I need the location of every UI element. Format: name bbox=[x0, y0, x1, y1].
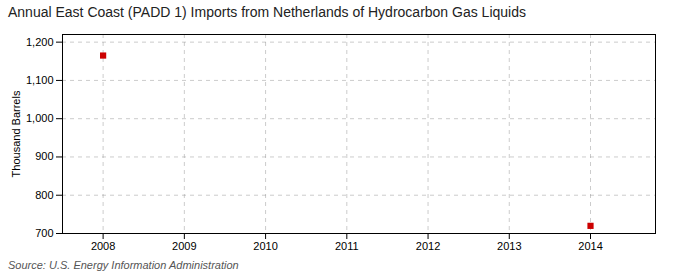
svg-text:2011: 2011 bbox=[335, 240, 359, 252]
svg-text:800: 800 bbox=[35, 189, 53, 201]
svg-text:2009: 2009 bbox=[172, 240, 196, 252]
svg-text:2013: 2013 bbox=[497, 240, 521, 252]
html-text:Source: U.S. Energy Informatio: Source: U.S. Energy Information Administ… bbox=[8, 259, 239, 271]
svg-text:Thousand Barrels: Thousand Barrels bbox=[10, 90, 22, 177]
svg-text:2010: 2010 bbox=[253, 240, 277, 252]
svg-text:2012: 2012 bbox=[416, 240, 440, 252]
svg-text:1,000: 1,000 bbox=[26, 112, 54, 124]
svg-text:700: 700 bbox=[35, 227, 53, 239]
svg-text:2008: 2008 bbox=[91, 240, 115, 252]
svg-text:900: 900 bbox=[35, 150, 53, 162]
svg-text:1,100: 1,100 bbox=[26, 74, 54, 86]
svg-text:2014: 2014 bbox=[578, 240, 602, 252]
html-text:Annual East Coast (PADD 1) Imp: Annual East Coast (PADD 1) Imports from … bbox=[8, 4, 526, 20]
svg-text:1,200: 1,200 bbox=[26, 36, 54, 48]
